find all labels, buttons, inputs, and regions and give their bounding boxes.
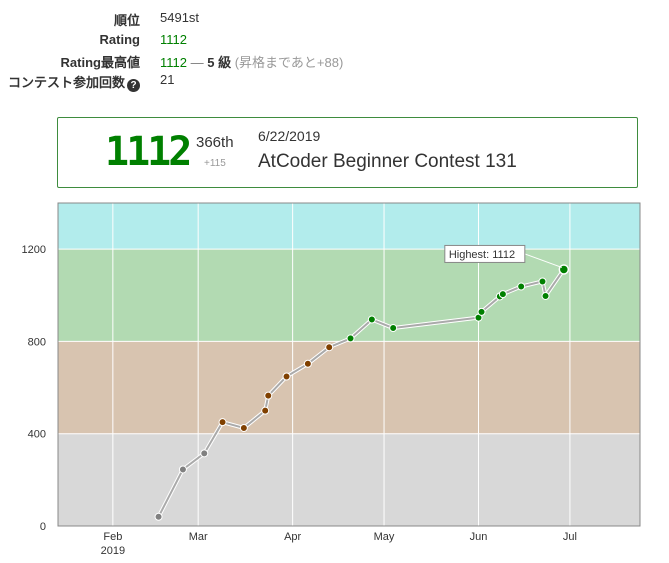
contest-count-label: コンテスト参加回数 [7, 75, 125, 90]
rating-point [367, 315, 376, 324]
rating-point [389, 324, 398, 333]
rating-point [239, 423, 248, 432]
contest-count-label-group: コンテスト参加回数? [8, 72, 140, 92]
rating-point [558, 264, 570, 275]
latest-rating: 1112 [105, 129, 192, 175]
rating-row: Rating 1112 [0, 32, 420, 52]
rating-band-2 [58, 249, 640, 342]
rating-point [498, 290, 507, 299]
rating-point [282, 372, 291, 381]
rank-value: 5491st [160, 10, 200, 25]
latest-rank: 366th [196, 134, 234, 151]
highest-tooltip-label: Highest: 1112 [449, 249, 515, 261]
rating-band-1 [58, 341, 640, 434]
rating-point [541, 291, 550, 300]
highest-connector [524, 253, 562, 268]
rating-point [154, 512, 163, 521]
max-rating-grade: 5 級 [207, 55, 232, 70]
x-tick-label: Apr [284, 531, 301, 543]
latest-contest-name[interactable]: AtCoder Beginner Contest 131 [258, 151, 517, 172]
y-tick-label: 0 [40, 521, 46, 533]
rating-band-0 [58, 433, 640, 526]
rating-chart: 0 400 800 1200 Feb 2019 Mar Apr May Jun Jul Highest… [22, 202, 641, 557]
rating-point [178, 465, 187, 474]
rating-label: Rating [99, 32, 140, 47]
x-tick-label: Mar [189, 531, 208, 543]
rating-value: 1112 [160, 32, 187, 47]
max-rating-value-group: 1112 — 5 級 (昇格まであと+88) [160, 52, 343, 71]
rating-point [517, 282, 526, 291]
plot-frame [57, 202, 641, 527]
rating-point [477, 307, 486, 316]
latest-date: 6/22/2019 [258, 128, 321, 144]
rating-point [538, 277, 547, 286]
max-rating-row: Rating最高値 1112 — 5 級 (昇格まであと+88) [0, 52, 420, 72]
latest-contest-panel: 1112 366th +115 6/22/2019 AtCoder Beginn… [57, 117, 638, 188]
y-tick-label: 1200 [22, 244, 46, 256]
contest-count-value: 21 [160, 72, 175, 87]
rank-label: 順位 [113, 13, 140, 28]
rating-point [264, 391, 273, 400]
y-tick-label: 400 [28, 429, 46, 441]
max-rating-dash: — [190, 55, 204, 70]
highest-tooltip-box [444, 244, 526, 263]
contest-count-row: コンテスト参加回数? 21 [0, 72, 420, 92]
max-rating-note: (昇格まであと+88) [234, 55, 344, 70]
rating-band-3 [58, 203, 640, 250]
x-tick-label: Feb [103, 531, 122, 543]
rating-point [325, 343, 334, 352]
rating-point [303, 359, 312, 368]
help-icon[interactable]: ? [127, 79, 140, 92]
rating-point [218, 418, 227, 427]
rating-point [261, 406, 270, 415]
x-tick-label: May [374, 531, 395, 543]
y-tick-label: 800 [28, 336, 46, 348]
x-tick-label: Jun [470, 531, 488, 543]
rank-row: 順位 5491st [0, 10, 420, 30]
max-rating-value: 1112 [160, 55, 187, 70]
x-tick-sublabel: 2019 [101, 545, 125, 557]
rating-point [346, 334, 355, 343]
latest-delta: +115 [204, 158, 226, 169]
x-tick-label: Jul [563, 531, 577, 543]
max-rating-label: Rating最高値 [60, 55, 140, 70]
rating-point [200, 449, 209, 458]
